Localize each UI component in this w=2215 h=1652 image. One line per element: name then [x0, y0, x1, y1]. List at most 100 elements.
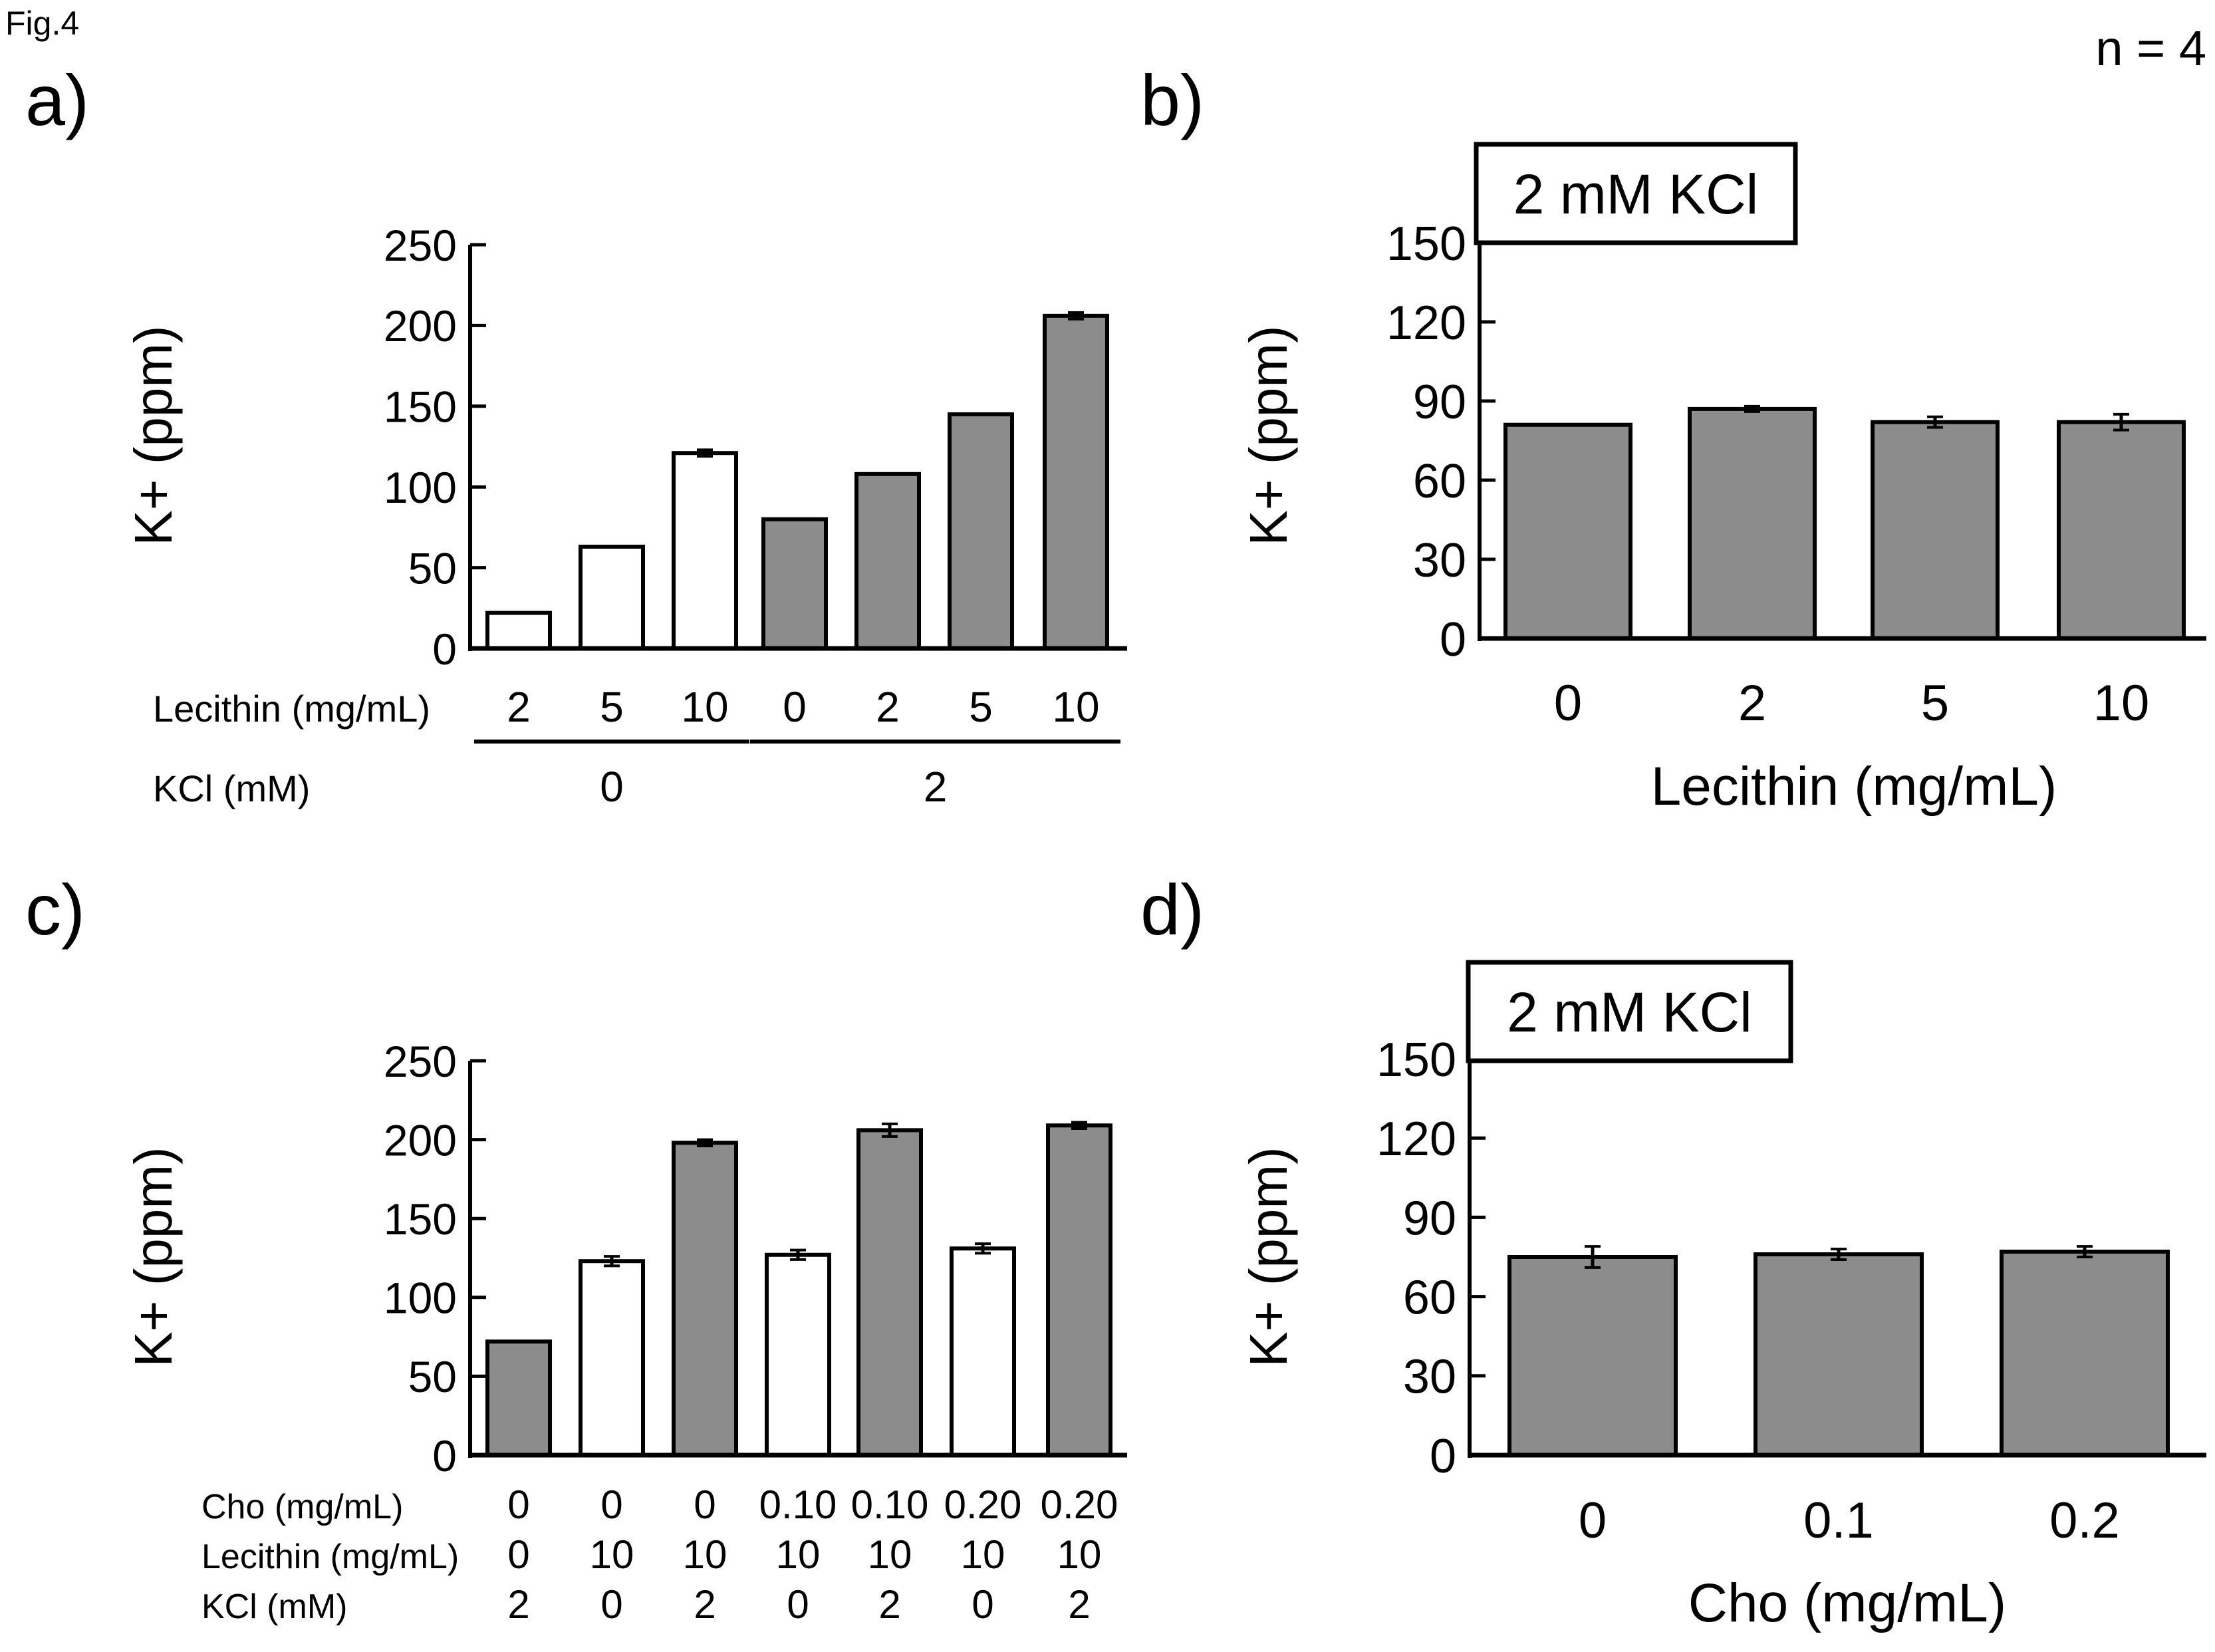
y-tick-label: 100 [384, 463, 457, 512]
category-value: 10 [776, 1532, 821, 1577]
y-axis-title: K+ (ppm) [124, 325, 183, 545]
category-value: 2 [507, 683, 531, 731]
bar [765, 1252, 831, 1457]
y-tick-label: 250 [384, 221, 457, 270]
category-value: 0.20 [944, 1482, 1022, 1527]
bar [1043, 313, 1109, 650]
y-tick-label: 0 [1430, 1430, 1456, 1483]
group-value: 0 [600, 763, 624, 811]
category-row-label: Cho (mg/mL) [201, 1488, 403, 1526]
y-tick-label: 150 [384, 382, 457, 432]
bar [672, 1141, 738, 1457]
condition-box [1466, 960, 1793, 1063]
y-tick-label: 0 [432, 1431, 457, 1480]
bar [1046, 1123, 1112, 1457]
condition-box [1474, 142, 1798, 245]
category-value: 10 [868, 1532, 912, 1577]
bar [485, 1339, 552, 1457]
category-value: 10 [961, 1532, 1005, 1577]
panel-label: a) [25, 60, 89, 140]
category-value: 0 [507, 1482, 529, 1527]
category-value: 10 [681, 683, 728, 731]
bar [761, 517, 828, 651]
figure-label: Fig.4 [5, 5, 79, 42]
category-value: 10 [683, 1532, 727, 1577]
y-tick-label: 100 [384, 1274, 457, 1323]
category-value: 0 [783, 683, 807, 731]
category-value: 0 [600, 1582, 622, 1627]
x-tick-label: 0.1 [1803, 1492, 1874, 1549]
category-value: 5 [600, 683, 624, 731]
bar [856, 1128, 923, 1458]
y-tick-label: 200 [384, 301, 457, 350]
group-row-label: KCl (mM) [153, 767, 310, 809]
y-tick-label: 90 [1413, 376, 1466, 429]
x-tick-label: 0 [1554, 675, 1582, 732]
category-value: 0.10 [759, 1482, 837, 1527]
y-tick-label: 150 [1376, 1033, 1456, 1087]
category-row-label: Lecithin (mg/mL) [201, 1538, 459, 1576]
category-value: 0 [507, 1532, 529, 1577]
x-tick-label: 2 [1738, 675, 1766, 732]
category-value: 0 [972, 1582, 993, 1627]
category-value: 10 [590, 1532, 634, 1577]
category-value: 2 [878, 1582, 900, 1627]
bar [948, 412, 1014, 650]
condition-box-label: 2 mM KCl [1513, 163, 1759, 225]
bar [1754, 1252, 1924, 1457]
group-value: 2 [924, 763, 948, 811]
category-value: 10 [1057, 1532, 1102, 1577]
bar [579, 545, 645, 651]
condition-box-label: 2 mM KCl [1507, 981, 1752, 1043]
y-tick-label: 0 [432, 624, 457, 674]
bar [854, 472, 921, 650]
y-tick-label: 150 [1386, 217, 1466, 271]
category-value: 0.20 [1041, 1482, 1118, 1527]
y-axis-title: K+ (ppm) [124, 1147, 183, 1367]
y-tick-label: 60 [1403, 1272, 1456, 1325]
category-value: 10 [1052, 683, 1099, 731]
y-tick-label: 30 [1403, 1351, 1456, 1404]
category-row-label: Lecithin (mg/mL) [153, 688, 430, 730]
x-tick-label: 5 [1921, 675, 1949, 732]
bar [950, 1246, 1016, 1457]
x-axis-title: Lecithin (mg/mL) [1651, 756, 2057, 817]
bar [672, 451, 738, 650]
bar [2000, 1250, 2170, 1457]
category-value: 2 [694, 1582, 716, 1627]
bar [579, 1259, 645, 1458]
y-tick-label: 0 [1440, 613, 1466, 666]
bar [1507, 1255, 1678, 1457]
y-tick-label: 150 [384, 1194, 457, 1244]
bar [2057, 420, 2186, 640]
x-tick-label: 0.2 [2049, 1492, 2120, 1549]
category-row-label: KCl (mM) [201, 1587, 348, 1626]
category-value: 0 [694, 1482, 716, 1527]
bar [485, 611, 552, 650]
y-tick-label: 120 [1386, 297, 1466, 350]
category-value: 2 [507, 1582, 529, 1627]
y-axis-title: K+ (ppm) [1239, 325, 1298, 545]
category-value: 0 [600, 1482, 622, 1527]
y-tick-label: 30 [1413, 534, 1466, 587]
y-axis-title: K+ (ppm) [1239, 1147, 1298, 1367]
sample-size-label: n = 4 [2095, 21, 2206, 76]
category-value: 5 [969, 683, 993, 731]
y-tick-label: 60 [1413, 455, 1466, 508]
x-axis-title: Cho (mg/mL) [1688, 1573, 2006, 1633]
panel-d: d) 0 30 60 90 120 150 K+ (ppm) 2 mM KCl 0 0.1 0.2 Ch… [1140, 869, 2206, 1633]
category-value: 2 [876, 683, 900, 731]
y-tick-label: 200 [384, 1115, 457, 1165]
panel-label: d) [1140, 869, 1204, 950]
y-tick-label: 90 [1403, 1192, 1456, 1245]
category-value: 0 [787, 1582, 809, 1627]
bar [1688, 406, 1817, 641]
y-tick-label: 50 [408, 1352, 457, 1401]
bar [1503, 422, 1632, 640]
panel-b: b) 0 30 60 90 120 150 K+ (ppm) 2 mM KCl 0 2 5 10 Leci… [1140, 60, 2206, 817]
y-tick-label: 120 [1376, 1113, 1456, 1166]
